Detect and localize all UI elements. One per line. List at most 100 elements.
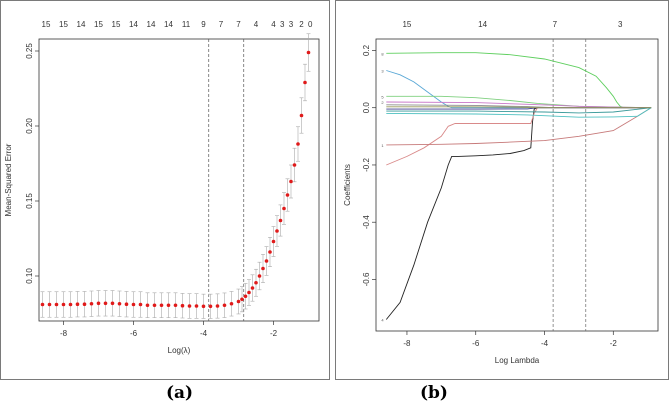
- plot-frame: [375, 38, 659, 332]
- mse-point: [194, 304, 199, 308]
- mse-point: [296, 142, 300, 146]
- x-tick-label: -8: [60, 329, 68, 338]
- y-tick-label: 0.10: [25, 268, 34, 284]
- mse-point: [236, 299, 241, 304]
- mse-point: [68, 302, 73, 307]
- coef-path-green: [386, 52, 652, 109]
- y-axis-label: Coefficients: [343, 164, 352, 206]
- y-tick-label: -0.6: [362, 272, 371, 286]
- y-tick-label: -0.4: [362, 215, 371, 229]
- panel-b: -8 -6 -4 -2 -0.6 -0.4 -0.2 0.0 0.2 15 14 7 3 Log Lamb…: [335, 0, 669, 380]
- top-axis-label: 15: [42, 20, 51, 29]
- mse-point: [166, 303, 171, 308]
- plot-frame: [38, 38, 320, 322]
- top-axis-label: 0: [308, 20, 313, 29]
- mse-point: [257, 274, 262, 278]
- top-axis-label: 3: [618, 20, 623, 29]
- mse-point: [215, 304, 220, 308]
- top-axis-label: 3: [289, 20, 294, 29]
- mse-point: [275, 229, 279, 233]
- caption-b: (b): [420, 383, 448, 403]
- path-index-label: 5: [381, 94, 384, 99]
- mse-point: [152, 303, 157, 308]
- top-axis-label: 14: [164, 20, 173, 29]
- coef-path-pink: [386, 107, 652, 166]
- mse-point: [117, 301, 122, 306]
- mse-point: [268, 250, 272, 254]
- top-axis-label: 14: [147, 20, 156, 29]
- x-tick-label: -4: [200, 329, 208, 338]
- panel-a: -8 -6 -4 -2 0.10 0.15 0.20 0.25 15 15 14 15 15 14 14 14…: [0, 0, 330, 380]
- mse-point: [208, 304, 213, 309]
- mse-point: [187, 304, 192, 308]
- mse-point: [278, 218, 283, 223]
- mse-point: [292, 163, 297, 167]
- mse-point: [173, 303, 178, 308]
- mse-point: [89, 301, 94, 306]
- mse-point: [261, 266, 265, 271]
- mse-point: [124, 302, 129, 307]
- y-tick-label: -0.2: [362, 158, 371, 172]
- path-index-label: 8: [381, 51, 384, 56]
- mse-point: [303, 80, 307, 85]
- mse-point: [306, 50, 311, 55]
- coef-path-olive: [386, 106, 652, 109]
- y-tick-label: 0.2: [362, 44, 371, 56]
- coef-path-black: [385, 107, 652, 320]
- top-axis-label: 7: [236, 20, 241, 29]
- mse-point: [159, 303, 164, 308]
- mse-point: [110, 301, 115, 306]
- top-axis-label: 15: [94, 20, 103, 29]
- mse-point: [250, 286, 255, 290]
- top-axis-label: 7: [553, 20, 558, 29]
- mse-point: [103, 301, 108, 306]
- top-axis-label: 3: [280, 20, 285, 29]
- mse-point: [40, 302, 45, 307]
- mse-point: [264, 259, 269, 263]
- path-index-label: 4: [381, 318, 384, 323]
- top-axis-label: 14: [478, 20, 487, 29]
- top-axis-label: 4: [271, 20, 276, 29]
- y-axis-label: Mean-Squared Error: [4, 143, 13, 216]
- path-index-label: 1: [381, 143, 384, 148]
- mse-point: [240, 297, 244, 302]
- mse-point: [282, 206, 286, 211]
- mse-point: [47, 302, 52, 307]
- y-tick-label: 0.25: [25, 43, 34, 59]
- mse-point: [82, 302, 87, 307]
- y-tick-label: 0.0: [362, 102, 371, 114]
- mse-point: [145, 303, 150, 308]
- top-axis-label: 2: [299, 20, 304, 29]
- top-axis-label: 7: [219, 20, 224, 29]
- coef-path-magenta: [386, 101, 652, 109]
- mse-point: [75, 302, 80, 307]
- top-axis-label: 14: [77, 20, 86, 29]
- coef-path-rose: [386, 107, 652, 146]
- mse-chart: -8 -6 -4 -2 0.10 0.15 0.20 0.25 15 15 14 15 15 14 14 14…: [4, 20, 320, 355]
- x-tick-label: -6: [130, 329, 138, 338]
- mse-point: [131, 302, 136, 307]
- y-tick-label: 0.20: [25, 118, 34, 134]
- x-tick-label: -2: [610, 339, 618, 348]
- top-axis-label: 11: [182, 20, 191, 29]
- mse-point: [180, 303, 185, 308]
- path-index-label: 2: [381, 100, 384, 105]
- top-axis-label: 15: [59, 20, 68, 29]
- mse-point: [96, 301, 101, 306]
- mse-point: [271, 239, 276, 244]
- coef-path-cyan: [386, 107, 652, 118]
- top-axis-label: 15: [112, 20, 121, 29]
- mse-point: [61, 302, 66, 307]
- path-index-label: 3: [381, 68, 384, 73]
- x-tick-label: -4: [541, 339, 549, 348]
- mse-point: [254, 280, 258, 285]
- x-tick-label: -2: [270, 329, 278, 338]
- x-tick-label: -8: [403, 339, 411, 348]
- top-axis-label: 15: [402, 20, 411, 29]
- mse-point: [138, 302, 143, 307]
- mse-point: [247, 290, 251, 295]
- mse-point: [243, 294, 248, 299]
- y-tick-label: 0.15: [25, 193, 34, 209]
- x-axis-label: Log Lambda: [495, 356, 540, 365]
